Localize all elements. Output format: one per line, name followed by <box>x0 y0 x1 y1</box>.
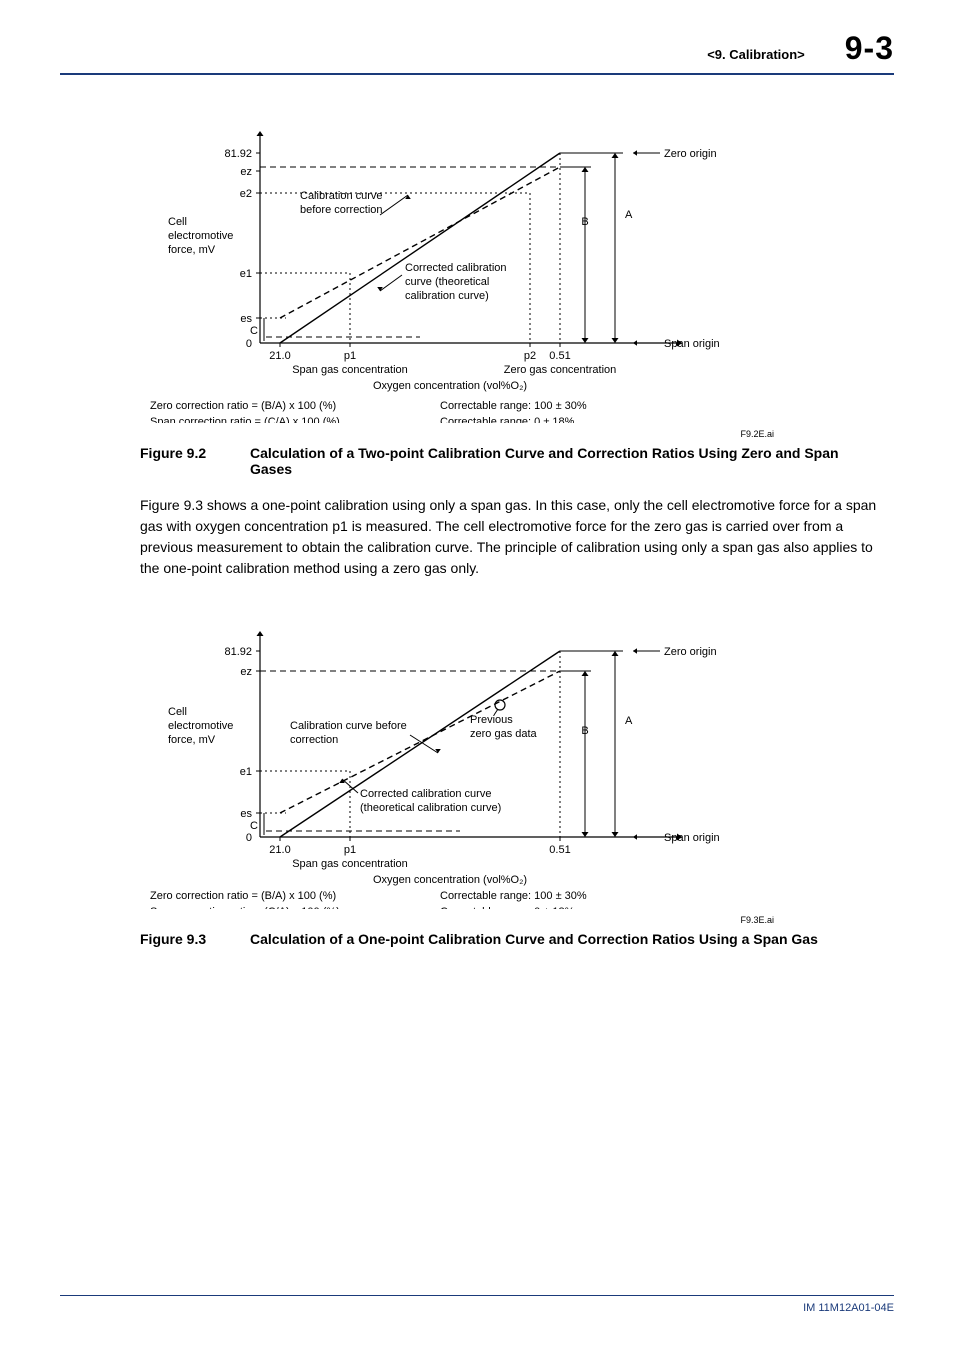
page-footer: IM 11M12A01-04E <box>60 1295 894 1314</box>
svg-text:force, mV: force, mV <box>168 734 216 746</box>
svg-text:Previous: Previous <box>470 714 513 726</box>
svg-text:before correction: before correction <box>300 204 383 216</box>
svg-text:B: B <box>581 216 588 228</box>
figure-9-2-ai-tag: F9.2E.ai <box>140 429 884 439</box>
svg-text:0: 0 <box>246 832 252 844</box>
svg-text:Cell: Cell <box>168 216 187 228</box>
svg-text:Corrected calibration curve: Corrected calibration curve <box>360 788 491 800</box>
svg-text:Cell: Cell <box>168 706 187 718</box>
svg-text:p1: p1 <box>344 844 356 856</box>
svg-text:Correctable range: 100 ± 30%: Correctable range: 100 ± 30% <box>440 890 587 902</box>
figure-9-3: 81.92 ez e1 es 0C Cell electromotive force, mV 2… <box>140 599 884 909</box>
svg-text:B: B <box>581 725 588 737</box>
figure-9-3-caption-text: Calculation of a One-point Calibration C… <box>250 931 884 947</box>
svg-text:Zero correction ratio = (B/A): Zero correction ratio = (B/A) x 100 (%) <box>150 890 336 902</box>
figure-9-2: 81.92 ez e2 e1 es 0C Cell electromotive force, m… <box>140 93 884 423</box>
svg-text:Calibration curve before: Calibration curve before <box>290 720 407 732</box>
svg-text:Correctable range: 0 ± 18%: Correctable range: 0 ± 18% <box>440 416 575 423</box>
svg-text:p1: p1 <box>344 350 356 362</box>
svg-text:Span correction ratio = (C/A): Span correction ratio = (C/A) x 100 (%) <box>150 416 340 423</box>
svg-text:81.92: 81.92 <box>224 148 252 160</box>
svg-text:es: es <box>240 313 252 325</box>
svg-text:Span origin: Span origin <box>664 338 720 350</box>
svg-text:Zero gas concentration: Zero gas concentration <box>504 364 617 376</box>
svg-text:Zero correction ratio = (B/A): Zero correction ratio = (B/A) x 100 (%) <box>150 400 336 412</box>
footer-doc-id: IM 11M12A01-04E <box>803 1302 894 1314</box>
figure-9-2-caption: Figure 9.2 Calculation of a Two-point Ca… <box>140 445 884 477</box>
figure-9-3-svg: 81.92 ez e1 es 0C Cell electromotive force, mV 2… <box>140 599 760 909</box>
svg-text:Calibration curve: Calibration curve <box>300 190 383 202</box>
svg-text:e2: e2 <box>240 188 252 200</box>
svg-text:Zero origin: Zero origin <box>664 148 717 160</box>
svg-text:0.51: 0.51 <box>549 350 570 362</box>
figure-9-2-number: Figure 9.2 <box>140 445 250 477</box>
svg-text:electromotive: electromotive <box>168 230 233 242</box>
svg-text:correction: correction <box>290 734 338 746</box>
svg-text:(theoretical calibration curve: (theoretical calibration curve) <box>360 802 501 814</box>
figure-9-3-ai-tag: F9.3E.ai <box>140 915 884 925</box>
header-page-number: 9-3 <box>845 30 894 67</box>
svg-text:C: C <box>250 325 258 337</box>
svg-text:Corrected calibration: Corrected calibration <box>405 262 507 274</box>
svg-text:Span origin: Span origin <box>664 832 720 844</box>
svg-text:A: A <box>625 209 633 221</box>
svg-text:Span correction ratio = (C/A): Span correction ratio = (C/A) x 100 (%) <box>150 906 340 909</box>
svg-text:Oxygen concentration (vol%O₂): Oxygen concentration (vol%O₂) <box>373 380 527 392</box>
header-section: <9. Calibration> <box>707 47 805 62</box>
svg-text:Oxygen concentration (vol%O₂): Oxygen concentration (vol%O₂) <box>373 874 527 886</box>
svg-text:Span gas concentration: Span gas concentration <box>292 364 408 376</box>
svg-text:es: es <box>240 808 252 820</box>
svg-text:Span gas concentration: Span gas concentration <box>292 858 408 870</box>
svg-text:A: A <box>625 715 633 727</box>
svg-text:Correctable range: 0 ± 18%: Correctable range: 0 ± 18% <box>440 906 575 909</box>
svg-text:p2: p2 <box>524 350 536 362</box>
svg-text:Correctable range: 100 ± 30%: Correctable range: 100 ± 30% <box>440 400 587 412</box>
svg-text:21.0: 21.0 <box>269 350 290 362</box>
figure-9-2-caption-text: Calculation of a Two-point Calibration C… <box>250 445 884 477</box>
svg-text:curve (theoretical: curve (theoretical <box>405 276 489 288</box>
svg-text:calibration curve): calibration curve) <box>405 290 489 302</box>
svg-text:zero gas data: zero gas data <box>470 728 538 740</box>
figure-9-2-svg: 81.92 ez e2 e1 es 0C Cell electromotive force, m… <box>140 93 760 423</box>
svg-text:ez: ez <box>240 166 252 178</box>
figure-9-3-caption: Figure 9.3 Calculation of a One-point Ca… <box>140 931 884 947</box>
svg-text:81.92: 81.92 <box>224 646 252 658</box>
svg-text:Zero origin: Zero origin <box>664 646 717 658</box>
svg-text:0.51: 0.51 <box>549 844 570 856</box>
figure-9-3-number: Figure 9.3 <box>140 931 250 947</box>
svg-text:ez: ez <box>240 666 252 678</box>
svg-text:e1: e1 <box>240 766 252 778</box>
paragraph-1: Figure 9.3 shows a one-point calibration… <box>140 495 884 579</box>
page-header: <9. Calibration> 9-3 <box>60 30 894 75</box>
svg-text:force, mV: force, mV <box>168 244 216 256</box>
svg-text:electromotive: electromotive <box>168 720 233 732</box>
svg-text:0: 0 <box>246 338 252 350</box>
svg-text:21.0: 21.0 <box>269 844 290 856</box>
svg-text:C: C <box>250 820 258 832</box>
svg-text:e1: e1 <box>240 268 252 280</box>
